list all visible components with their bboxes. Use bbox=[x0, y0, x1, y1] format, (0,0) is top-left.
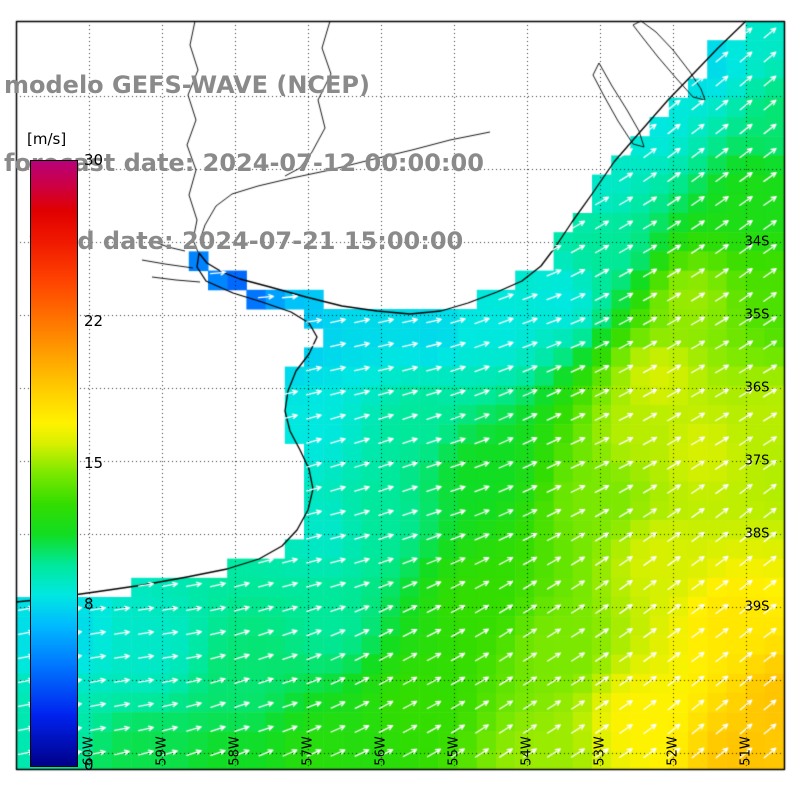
lon-label: 55W bbox=[446, 736, 462, 766]
lon-label: 58W bbox=[227, 736, 243, 766]
lat-label: 35S bbox=[744, 307, 770, 323]
colorbar-tick: 8 bbox=[84, 594, 94, 613]
lon-label: 52W bbox=[665, 736, 681, 766]
lon-label: 54W bbox=[519, 736, 535, 766]
lat-label: 39S bbox=[744, 599, 770, 615]
lon-label: 53W bbox=[592, 736, 608, 766]
lon-label: 57W bbox=[300, 736, 316, 766]
lat-label: 36S bbox=[744, 380, 770, 396]
colorbar-gradient-bar bbox=[30, 160, 78, 767]
lon-label: 56W bbox=[373, 736, 389, 766]
colorbar-tick: 30 bbox=[84, 151, 104, 169]
lon-label: 51W bbox=[738, 736, 754, 766]
lat-label: 38S bbox=[744, 526, 770, 542]
lon-label: 60W bbox=[81, 736, 97, 766]
lon-label: 59W bbox=[154, 736, 170, 766]
lat-label: 37S bbox=[744, 453, 770, 469]
lat-label: 34S bbox=[744, 234, 770, 250]
colorbar-tick: 15 bbox=[84, 453, 104, 472]
colorbar-unit-label: [m/s] bbox=[27, 130, 67, 148]
colorbar-tick: 22 bbox=[84, 312, 104, 331]
colorbar-tick: 0 bbox=[84, 756, 94, 774]
model-name: modelo GEFS-WAVE (NCEP) bbox=[4, 71, 370, 99]
